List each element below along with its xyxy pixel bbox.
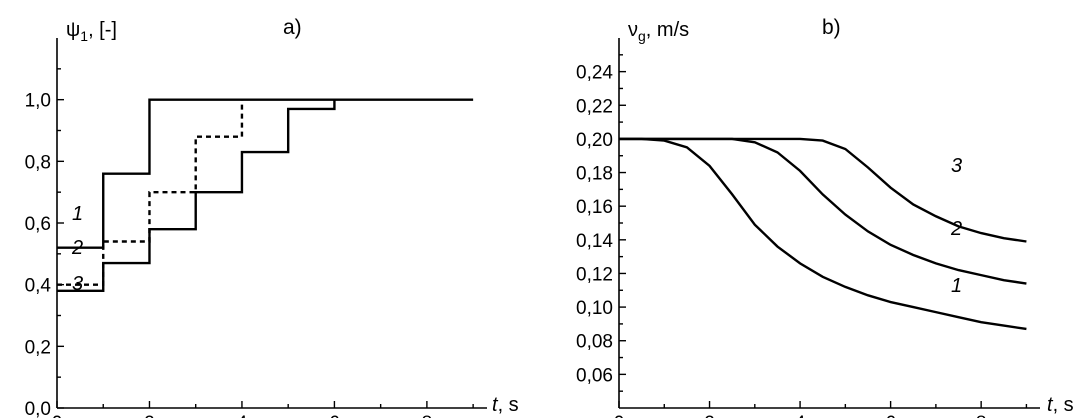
- panel-a-ticks: 0 2 4 6 8 0,0 0,2 0,4 0,6 0,8 1,0: [25, 68, 474, 418]
- panel-b-series-group: [619, 137, 1027, 331]
- panel-b-y-tick-label: 0,20: [576, 130, 613, 151]
- panel-a-y-axis-title: ψ1, [-]: [66, 19, 117, 44]
- panel-b-y-tick-label: 0,08: [576, 332, 613, 353]
- panel-a-series-3-line: [57, 99, 336, 293]
- panel-a-x-axis-variable: t: [492, 394, 499, 416]
- chart-panel-a: 024680,00,20,40,60,81,0 ψ1, [-] a) t, s …: [25, 16, 519, 418]
- panel-b-y-tick-label: 0,14: [576, 231, 613, 252]
- panel-b-ticks: 0 2 4 6 8 0,06 0,08 0,10 0,12 0,14 0,16 0,18 0,20 0,2…: [576, 54, 1028, 418]
- panel-a-curve-label-2: 2: [71, 237, 83, 259]
- panel-b-x-tick-label: 4: [795, 413, 806, 418]
- panel-a-tag: a): [283, 16, 302, 39]
- panel-a-y-tick-label: 0,2: [25, 337, 51, 358]
- panel-b-y-axis-title: νg, m/s: [628, 19, 689, 44]
- panel-b-y-tick-label: 0,10: [576, 298, 613, 319]
- panel-a-x-tick-label: 0: [52, 413, 63, 418]
- panel-b-y-axis-symbol: ν: [628, 19, 638, 41]
- panel-b-series-1-line: [619, 137, 1027, 331]
- panel-a-y-tick-label: 0,6: [25, 214, 51, 235]
- panel-a-y-tick-label: 0,0: [25, 399, 51, 418]
- panel-b-series-3-line: [619, 137, 1027, 243]
- panel-a-series-1-line: [57, 98, 474, 249]
- panel-a-series-2-line: [57, 99, 244, 286]
- panel-a-y-axis-symbol: ψ: [66, 19, 80, 41]
- panel-a-x-tick-label: 4: [237, 413, 248, 418]
- panel-a-x-tick-label: 8: [422, 413, 433, 418]
- panel-b-curve-label-2: 2: [950, 218, 962, 240]
- panel-a-curve-label-3: 3: [72, 273, 83, 295]
- panel-a-y-axis-subscript: 1: [80, 28, 88, 44]
- panel-b-y-axis-subscript: g: [638, 28, 646, 44]
- panel-a-y-axis-unit: , [-]: [88, 19, 117, 41]
- panel-b-curve-label-1: 1: [951, 275, 962, 297]
- panel-a-x-axis-title: t, s: [492, 394, 519, 416]
- panel-b-y-tick-label: 0,12: [576, 264, 613, 285]
- panel-b-x-tick-label: 2: [704, 413, 715, 418]
- panel-b-x-axis-title: t, s: [1047, 394, 1074, 416]
- panel-a-series-group: [57, 98, 474, 293]
- panel-a-x-tick-label: 6: [329, 413, 340, 418]
- panel-a-x-tick-label: 2: [144, 413, 155, 418]
- panel-b-y-tick-label: 0,06: [576, 365, 613, 386]
- panel-a-y-tick-label: 0,4: [25, 276, 52, 297]
- panel-a-y-tick-label: 0,8: [25, 152, 51, 173]
- panel-b-series-2-line: [619, 137, 1027, 285]
- panel-b-y-tick-label: 0,24: [576, 63, 613, 84]
- panel-b-y-tick-label: 0,22: [576, 96, 613, 117]
- panel-b-y-tick-label: 0,16: [576, 197, 613, 218]
- panel-b-curve-label-3: 3: [951, 155, 962, 177]
- panel-b-tag: b): [822, 16, 841, 39]
- panel-a-y-tick-label: 1,0: [25, 91, 51, 112]
- panel-b-x-tick-label: 0: [614, 413, 625, 418]
- panel-b-x-axis-unit: , s: [1053, 394, 1074, 416]
- panel-b-y-axis-unit: , m/s: [646, 19, 689, 41]
- panel-a-curve-label-1: 1: [72, 203, 83, 225]
- panel-a-x-axis-unit: , s: [498, 394, 519, 416]
- panel-b-x-axis-variable: t: [1047, 394, 1054, 416]
- chart-panel-b: 0 2 4 6 8 0,06 0,08 0,10 0,12 0,14 0,16 0,18 0,20 0,2…: [576, 16, 1074, 418]
- panel-b-x-tick-label: 6: [885, 413, 896, 418]
- panel-b-x-tick-label: 8: [976, 413, 987, 418]
- panel-b-y-tick-label: 0,18: [576, 164, 613, 185]
